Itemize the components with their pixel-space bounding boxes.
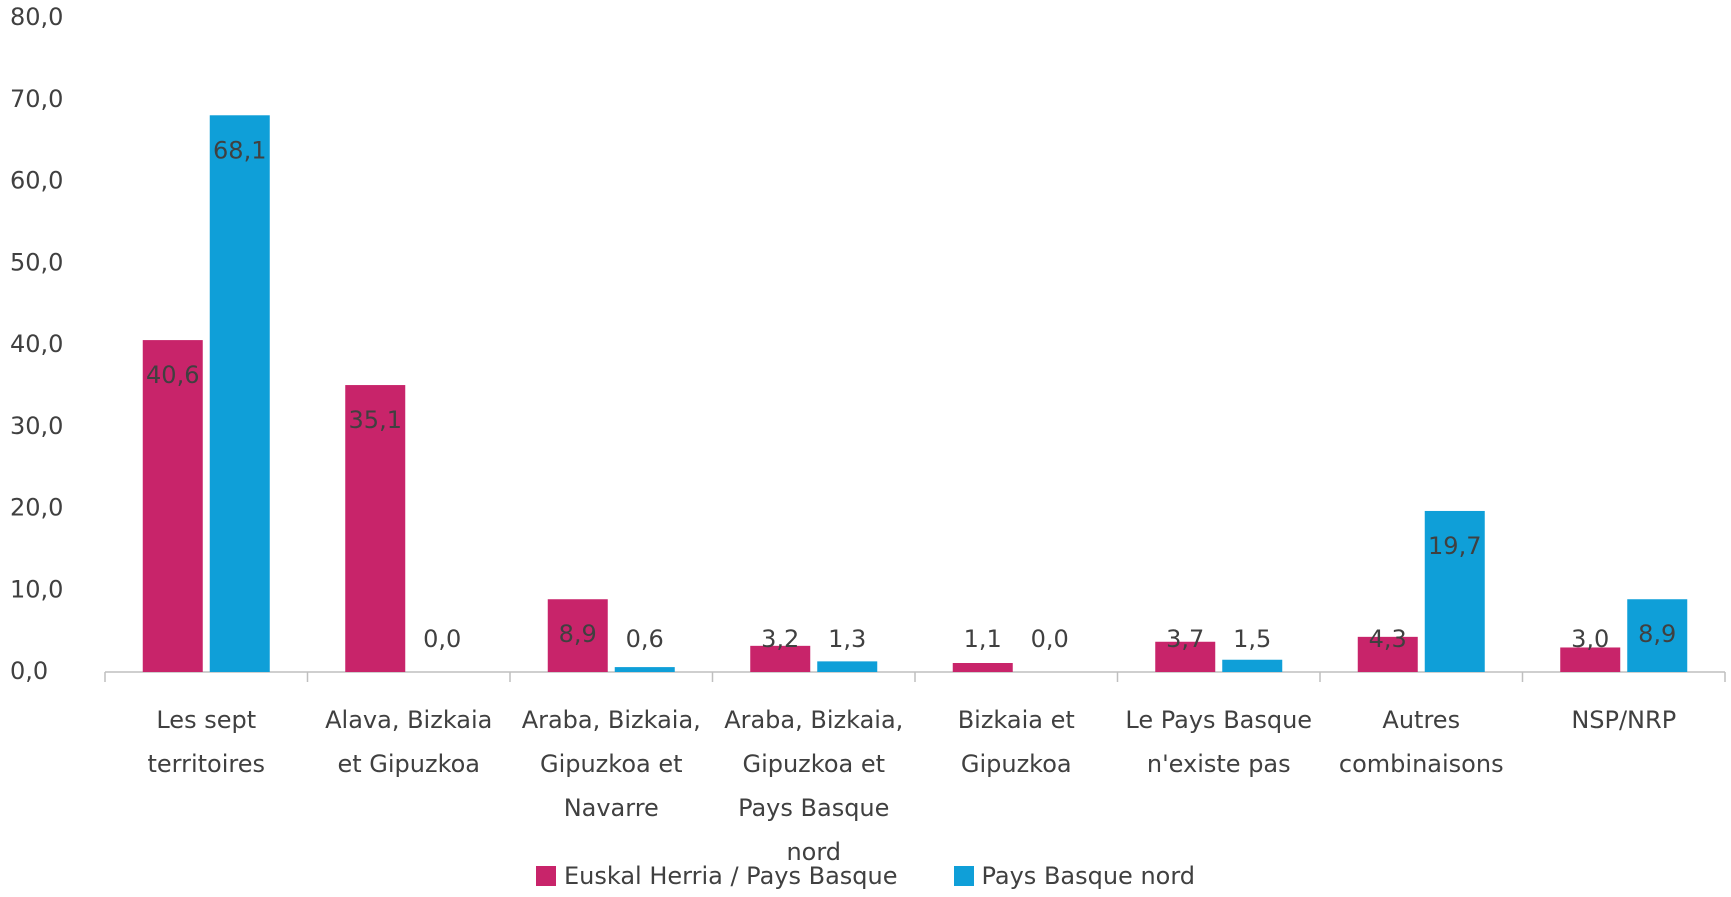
legend-label: Euskal Herria / Pays Basque [563, 862, 898, 890]
y-tick-label: 60,0 [10, 167, 63, 195]
legend: Euskal Herria / Pays Basque Pays Basque n… [0, 862, 1731, 890]
data-label: 8,9 [1638, 620, 1676, 648]
bar [547, 599, 608, 672]
x-tick-label: Les sept territoires [147, 706, 266, 778]
bar [1357, 636, 1418, 672]
data-label: 0,6 [626, 625, 664, 653]
data-label: 40,6 [146, 361, 199, 389]
x-tick-label: Araba, Bizkaia, Gipuzkoa et Pays Basque … [724, 706, 904, 866]
y-tick-label: 40,0 [10, 330, 63, 358]
x-tick-label: Le Pays Basque n'existe pas [1125, 706, 1313, 778]
y-tick-label: 0,0 [10, 657, 48, 685]
x-tick-label: NSP/NRP [1571, 706, 1677, 734]
y-tick-label: 80,0 [10, 3, 63, 31]
y-tick-label: 50,0 [10, 248, 63, 276]
x-tick-label: Autres combinaisons [1338, 706, 1504, 778]
data-label: 1,1 [964, 625, 1002, 653]
data-label: 0,0 [1031, 625, 1069, 653]
data-label: 68,1 [213, 136, 266, 164]
bar [1424, 510, 1485, 672]
data-label: 4,3 [1369, 625, 1407, 653]
bar [1560, 647, 1621, 672]
data-label: 3,7 [1166, 625, 1204, 653]
y-tick-label: 10,0 [10, 575, 63, 603]
x-tick-label: Alava, Bizkaia et Gipuzkoa [325, 706, 493, 778]
legend-item: Pays Basque nord [953, 862, 1196, 890]
x-tick-label: Araba, Bizkaia, Gipuzkoa et Navarre [521, 706, 701, 822]
bar [142, 340, 203, 672]
data-label: 3,0 [1571, 625, 1609, 653]
data-label: 19,7 [1428, 532, 1481, 560]
bar [952, 663, 1013, 672]
data-label: 1,3 [828, 625, 866, 653]
bar [614, 667, 675, 672]
bar [209, 115, 270, 673]
data-label: 8,9 [559, 620, 597, 648]
x-tick-label: Bizkaia et Gipuzkoa [957, 706, 1075, 778]
bar [817, 661, 878, 672]
bar [1155, 641, 1216, 672]
data-label: 0,0 [423, 625, 461, 653]
data-label: 1,5 [1233, 625, 1271, 653]
legend-swatch [953, 866, 974, 886]
legend-label: Pays Basque nord [981, 862, 1196, 890]
bar [750, 645, 811, 672]
bar [1222, 659, 1283, 672]
legend-swatch [535, 866, 556, 886]
data-label: 3,2 [761, 625, 799, 653]
bar [345, 385, 406, 672]
data-label: 35,1 [349, 406, 402, 434]
y-tick-label: 30,0 [10, 412, 63, 440]
bar [1627, 599, 1688, 672]
y-tick-label: 70,0 [10, 85, 63, 113]
legend-item: Euskal Herria / Pays Basque [535, 862, 898, 890]
y-tick-label: 20,0 [10, 494, 63, 522]
